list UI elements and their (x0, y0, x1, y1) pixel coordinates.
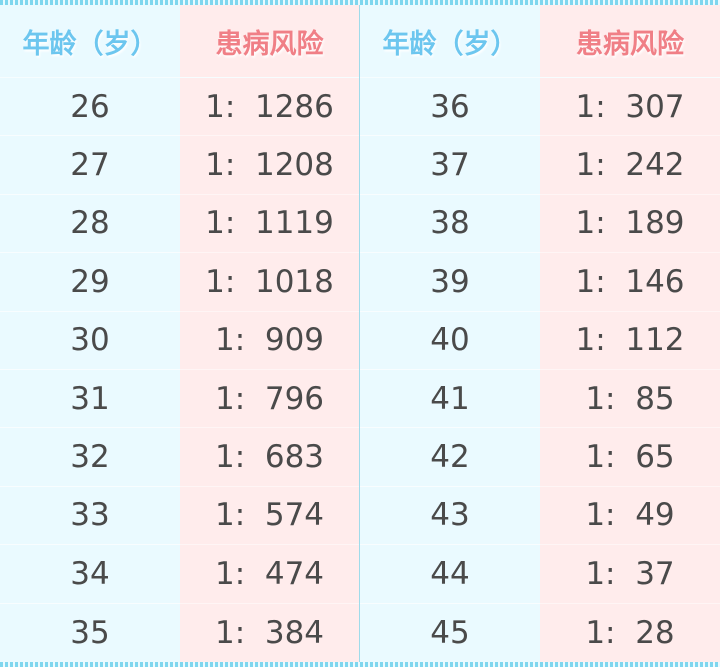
age-cell: 31 (0, 370, 180, 429)
age-header: 年龄（岁） (0, 5, 180, 78)
risk-cell: 1: 28 (585, 614, 675, 651)
risk-cell: 1: 85 (540, 370, 720, 429)
risk-cell: 1: 384 (214, 614, 325, 651)
age-cell: 30 (0, 312, 180, 370)
risk-cell: 1: 574 (180, 487, 359, 546)
risk-header: 患病风险 (180, 5, 359, 78)
age-cell: 39 (360, 253, 540, 312)
top-dashed-border (0, 0, 720, 5)
risk-cell: 1: 65 (540, 428, 720, 487)
age-cell: 36 (360, 78, 540, 137)
risk-cell: 1: 1286 (180, 78, 359, 137)
age-cell: 37 (360, 136, 540, 195)
risk-cell: 1: 37 (540, 545, 720, 604)
age-cell: 29 (0, 253, 180, 312)
age-header: 年龄（岁） (360, 5, 540, 78)
risk-cell: 1: 796 (180, 370, 359, 429)
risk-cell: 1: 909 (180, 312, 359, 370)
left-risk-column: 患病风险 1: 1286 1: 1208 1: 1119 1: 1018 1: 909 1… (180, 5, 360, 662)
age-cell: 28 (0, 195, 180, 254)
right-risk-column: 患病风险 1: 307 1: 242 1: 189 1: 146 1: 112 1: 85… (540, 5, 720, 662)
risk-cell: 1: 49 (540, 487, 720, 546)
risk-table: 年龄（岁） 26 27 28 29 30 31 32 33 34 35 患病风险 1: 1286 1… (0, 5, 720, 662)
risk-cell: 1: 1208 (180, 136, 359, 195)
risk-cell: 1: 242 (540, 136, 720, 195)
age-cell: 44 (360, 545, 540, 604)
right-age-column: 年龄（岁） 36 37 38 39 40 41 42 43 44 45 (360, 5, 540, 662)
risk-cell: 1: 1119 (180, 195, 359, 254)
age-cell: 27 (0, 136, 180, 195)
age-cell: 34 (0, 545, 180, 604)
age-cell: 43 (360, 487, 540, 546)
risk-cell: 1: 146 (540, 253, 720, 312)
risk-cell: 1: 683 (180, 428, 359, 487)
risk-cell: 1: 474 (180, 545, 359, 604)
age-cell: 32 (0, 428, 180, 487)
age-cell: 41 (360, 370, 540, 429)
age-cell: 38 (360, 195, 540, 254)
age-cell: 33 (0, 487, 180, 546)
risk-header: 患病风险 (540, 5, 720, 78)
age-cell: 40 (360, 312, 540, 370)
risk-cell: 1: 112 (540, 312, 720, 370)
age-cell: 45 (430, 614, 470, 651)
risk-cell: 1: 189 (540, 195, 720, 254)
left-age-column: 年龄（岁） 26 27 28 29 30 31 32 33 34 35 (0, 5, 180, 662)
age-cell: 42 (360, 428, 540, 487)
risk-cell: 1: 1018 (180, 253, 359, 312)
age-cell: 26 (0, 78, 180, 137)
bottom-dashed-border (0, 662, 720, 667)
age-cell: 35 (70, 614, 110, 651)
risk-cell: 1: 307 (540, 78, 720, 137)
